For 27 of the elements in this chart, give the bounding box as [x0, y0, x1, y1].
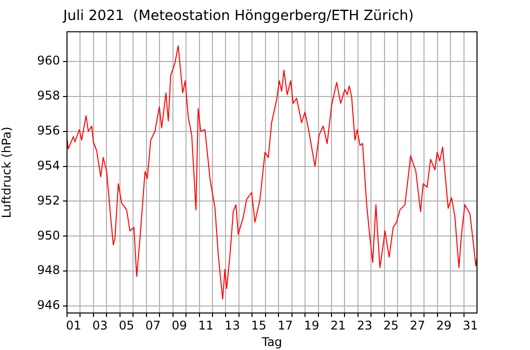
x-axis-title: Tag	[260, 334, 282, 349]
x-tick-label: 25	[383, 318, 399, 332]
x-tick-label: 31	[462, 318, 478, 332]
y-tick-label: 960	[37, 54, 60, 68]
y-tick-label: 952	[37, 193, 60, 208]
x-tick-label: 15	[251, 318, 266, 332]
x-tick-label: 07	[145, 318, 161, 332]
x-tick-label: 29	[436, 318, 452, 332]
x-tick-label: 27	[410, 318, 426, 332]
y-tick-label: 950	[37, 228, 60, 242]
x-tick-label: 03	[92, 318, 108, 332]
x-tick-label: 11	[198, 318, 214, 332]
x-tick-label: 09	[172, 318, 188, 332]
x-tick-label: 21	[330, 318, 346, 332]
x-tick-label: 05	[118, 318, 134, 332]
x-tick-label: 19	[304, 318, 320, 332]
y-axis-title: Luftdruck (hPa)	[0, 126, 14, 218]
x-tick-label: 13	[224, 318, 240, 332]
x-tick-label: 01	[66, 318, 82, 332]
x-tick-label: 23	[356, 318, 372, 332]
y-tick-label: 948	[37, 263, 60, 278]
y-tick-label: 946	[37, 298, 60, 312]
y-tick-label: 956	[37, 123, 60, 138]
x-tick-label: 17	[278, 318, 293, 332]
chart-title: Juli 2021 (Meteostation Hönggerberg/ETH Zürich)	[62, 8, 414, 24]
y-tick-label: 954	[37, 158, 60, 172]
y-tick-label: 958	[37, 88, 60, 103]
